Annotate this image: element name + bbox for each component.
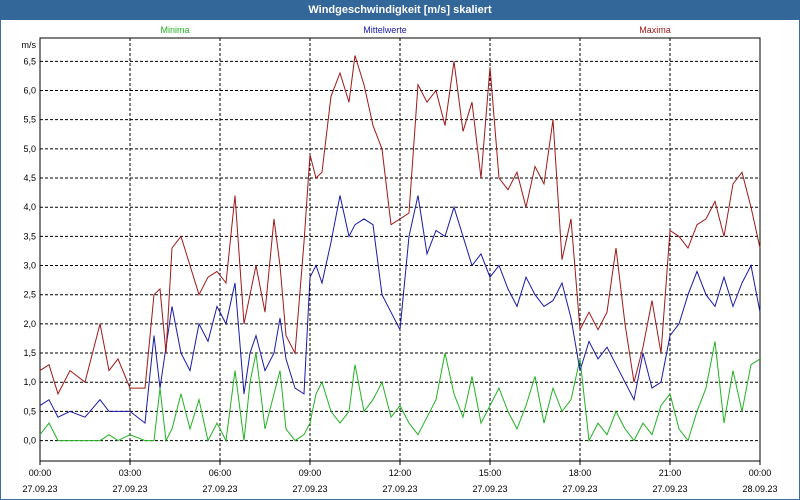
y-axis-label: m/s [22, 40, 37, 50]
y-tick-label: 1,0 [23, 377, 36, 387]
x-tick-date-label: 27.09.23 [292, 484, 327, 494]
series-line-maxima [39, 55, 761, 396]
y-tick-label: 4,0 [23, 202, 36, 212]
y-tick-label: 1,5 [23, 348, 36, 358]
x-tick-date-label: 27.09.23 [472, 484, 507, 494]
x-tick-date-label: 27.09.23 [112, 484, 147, 494]
legend-maxima: Maxima [639, 25, 671, 35]
legend-minima: Minima [160, 25, 189, 35]
y-tick-label: 0,0 [23, 436, 36, 446]
y-tick-label: 2,0 [23, 319, 36, 329]
series-line-mittelwerte [39, 195, 761, 425]
x-tick-date-label: 27.09.23 [382, 484, 417, 494]
x-tick-time-label: 06:00 [209, 468, 232, 478]
x-tick-date-label: 27.09.23 [652, 484, 687, 494]
y-tick-label: 2,5 [23, 290, 36, 300]
y-tick-label: 3,0 [23, 261, 36, 271]
x-tick-time-label: 00:00 [29, 468, 52, 478]
y-tick-label: 5,0 [23, 144, 36, 154]
x-tick-time-label: 00:00 [749, 468, 772, 478]
series-line-minima [39, 341, 761, 443]
x-tick-time-label: 21:00 [659, 468, 682, 478]
x-tick-time-label: 18:00 [569, 468, 592, 478]
x-tick-date-label: 27.09.23 [22, 484, 57, 494]
y-tick-label: 3,5 [23, 231, 36, 241]
grid [40, 38, 760, 461]
x-tick-time-label: 09:00 [299, 468, 322, 478]
legend: Minima Mittelwerte Maxima [160, 25, 670, 35]
window-title: Windgeschwindigkeit [m/s] skaliert [0, 0, 800, 20]
y-tick-label: 6,0 [23, 86, 36, 96]
x-tick-time-label: 03:00 [119, 468, 142, 478]
legend-mittelwerte: Mittelwerte [363, 25, 407, 35]
x-tick-date-label: 27.09.23 [202, 484, 237, 494]
axes: 0,0 0,5 1,0 1,5 2,0 2,5 3,0 3,5 4,0 4,5 5,0 5,5 6,0 6… [22, 37, 778, 494]
y-tick-label: 5,5 [23, 115, 36, 125]
x-tick-date-label: 27.09.23 [562, 484, 597, 494]
series-lines [39, 55, 761, 443]
y-tick-label: 0,5 [23, 406, 36, 416]
x-tick-time-label: 12:00 [389, 468, 412, 478]
y-tick-label: 4,5 [23, 173, 36, 183]
x-tick-time-label: 15:00 [479, 468, 502, 478]
x-tick-date-label: 28.09.23 [742, 484, 777, 494]
y-tick-label: 6,5 [23, 56, 36, 66]
